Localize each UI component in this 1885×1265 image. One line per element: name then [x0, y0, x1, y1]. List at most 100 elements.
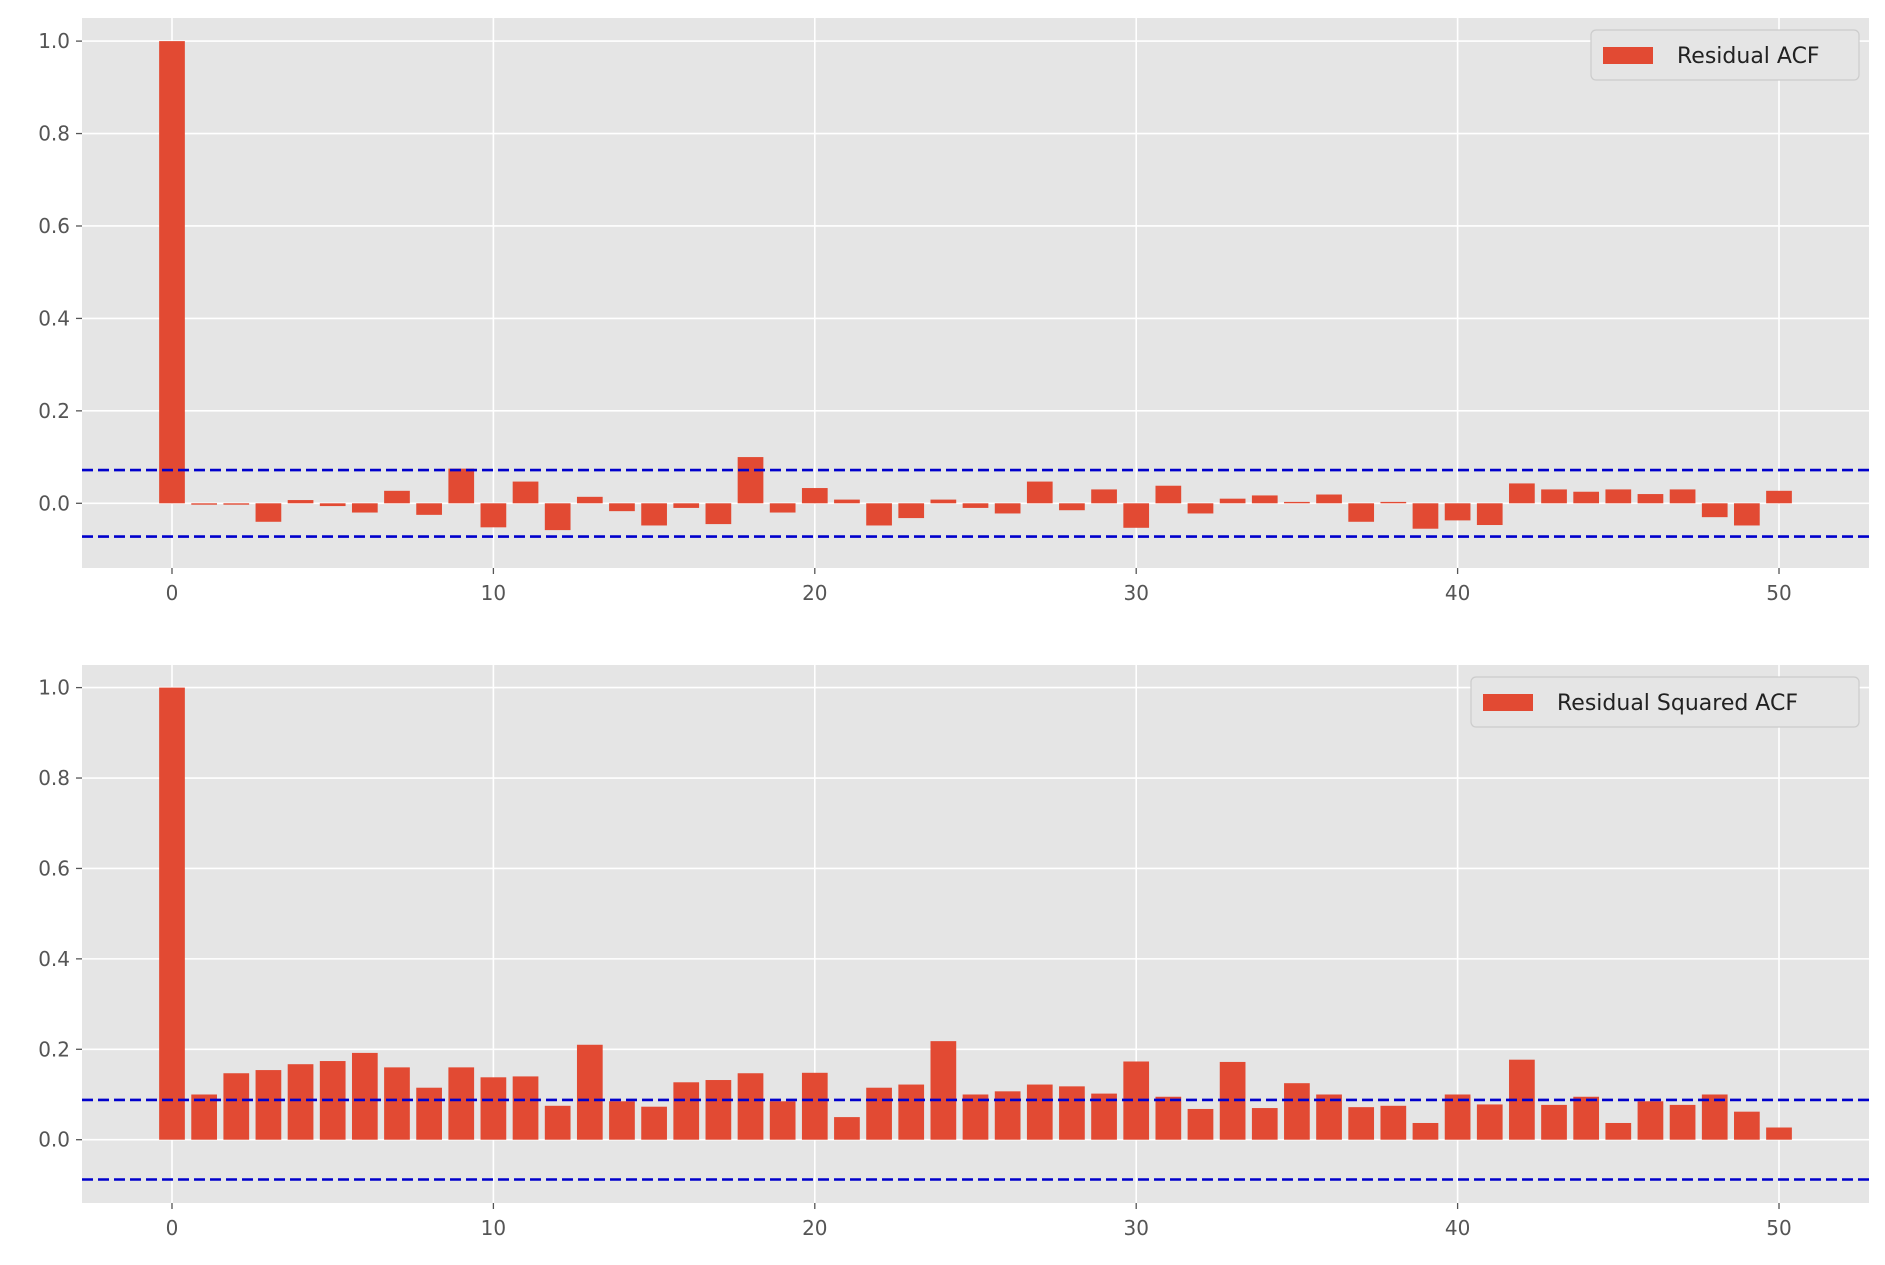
- residual-acf-chart: 0 10 20 30 40 50 0.0 0.2 0.4 0.6 0.8 1.0 Residual AC…: [38, 18, 1869, 605]
- chart-2-xtick-label-50: 50: [1766, 1216, 1791, 1240]
- chart-2-bar-lag-1: [191, 1094, 217, 1140]
- chart-1-bar-lag-4: [287, 500, 314, 504]
- chart-1-legend-swatch: [1603, 47, 1653, 64]
- chart-2-ytick-label-2: 0.4: [38, 947, 70, 971]
- chart-1-bar-lag-23: [898, 503, 925, 519]
- chart-1-xtick-label-0: 0: [166, 581, 179, 605]
- chart-1-legend: Residual ACF: [1590, 29, 1860, 81]
- chart-1-bar-lag-43: [1541, 489, 1567, 504]
- chart-2-legend-swatch: [1483, 694, 1533, 711]
- chart-1-bar-lag-8: [416, 503, 442, 515]
- chart-2-bar-lag-27: [1026, 1084, 1053, 1140]
- chart-1-bar-lag-11: [512, 481, 539, 504]
- chart-2-bar-lag-44: [1573, 1096, 1600, 1140]
- chart-1-ytick-label-0: 0.0: [38, 491, 70, 515]
- chart-1-bar-lag-44: [1573, 491, 1600, 504]
- chart-1-ytick-label-4: 0.8: [38, 122, 70, 146]
- chart-1-bar-lag-3: [255, 503, 282, 522]
- chart-1-plot-area: [82, 18, 1869, 568]
- chart-1-bar-lag-34: [1251, 495, 1278, 504]
- residual-squared-acf-chart: 0 10 20 30 40 50 0.0 0.2 0.4 0.6 0.8 1.0 Residual Sq…: [38, 665, 1869, 1240]
- chart-2-bar-lag-34: [1251, 1108, 1278, 1140]
- chart-1-ticks: 0 10 20 30 40 50 0.0 0.2 0.4 0.6 0.8 1.0: [38, 29, 1792, 605]
- chart-1-bar-lag-14: [609, 503, 635, 512]
- chart-2-bar-lag-43: [1541, 1104, 1567, 1140]
- chart-2-bar-lag-50: [1766, 1127, 1792, 1140]
- chart-1-bar-lag-29: [1091, 489, 1117, 504]
- chart-2-bar-lag-16: [673, 1082, 700, 1140]
- chart-2-bar-lag-48: [1701, 1094, 1728, 1140]
- chart-1-bar-lag-9: [448, 468, 475, 504]
- chart-1-legend-label: Residual ACF: [1677, 44, 1820, 69]
- chart-2-bar-lag-26: [994, 1091, 1021, 1140]
- chart-2-bar-lag-12: [544, 1105, 571, 1140]
- chart-1-bar-lag-20: [801, 488, 828, 504]
- chart-2-bar-lag-38: [1380, 1105, 1407, 1140]
- chart-2-xtick-label-10: 10: [481, 1216, 506, 1240]
- chart-1-ytick-label-5: 1.0: [38, 29, 70, 53]
- chart-1-bar-lag-37: [1348, 503, 1375, 522]
- chart-2-legend-box: [1470, 676, 1860, 728]
- chart-1-bar-lag-48: [1701, 503, 1728, 518]
- chart-2-xtick-label-20: 20: [802, 1216, 827, 1240]
- chart-1-bar-lag-35: [1284, 501, 1310, 504]
- chart-1-bar-lag-27: [1026, 481, 1053, 504]
- chart-1-ytick-label-1: 0.2: [38, 399, 70, 423]
- chart-1-bar-lag-6: [351, 503, 378, 513]
- chart-2-bar-lag-23: [898, 1084, 925, 1140]
- chart-1-bar-lag-47: [1669, 489, 1696, 504]
- chart-2-bar-lag-46: [1637, 1101, 1664, 1140]
- chart-1-bar-lag-33: [1219, 498, 1246, 504]
- chart-2-bar-lag-21: [834, 1117, 860, 1140]
- chart-1-bar-lag-0: [159, 41, 185, 504]
- chart-2-bar-lag-49: [1734, 1111, 1760, 1140]
- chart-2-bar-lag-37: [1348, 1107, 1375, 1140]
- chart-1-bar-lag-2: [223, 503, 250, 505]
- chart-1-bar-lag-38: [1380, 501, 1407, 504]
- chart-2-bar-lag-41: [1476, 1104, 1503, 1140]
- chart-1-bar-lag-13: [576, 496, 603, 504]
- chart-2-ytick-label-5: 1.0: [38, 676, 70, 700]
- chart-2-bar-lag-0: [159, 687, 185, 1140]
- chart-2-bar-lag-45: [1605, 1122, 1632, 1140]
- chart-1-legend-box: [1590, 29, 1860, 81]
- chart-1-bar-lag-24: [930, 499, 957, 504]
- chart-2-bar-lag-29: [1091, 1093, 1117, 1140]
- chart-1-bar-lag-30: [1123, 503, 1150, 528]
- chart-2-legend: Residual Squared ACF: [1470, 676, 1860, 728]
- chart-2-bar-lag-19: [769, 1101, 796, 1140]
- chart-1-bar-lag-32: [1187, 503, 1214, 514]
- chart-1-bar-lag-17: [705, 503, 732, 525]
- chart-1-bar-lag-1: [191, 503, 217, 505]
- chart-1-xtick-label-50: 50: [1766, 581, 1791, 605]
- chart-2-bar-lag-35: [1284, 1083, 1310, 1140]
- chart-1-bar-lag-15: [641, 503, 667, 526]
- chart-2-bar-lag-14: [609, 1101, 635, 1140]
- chart-1-bar-lag-12: [544, 503, 571, 531]
- chart-2-bar-lag-10: [480, 1077, 507, 1140]
- chart-2-bar-lag-40: [1444, 1094, 1471, 1140]
- chart-1-bar-lag-50: [1766, 490, 1792, 504]
- chart-1-bar-lag-46: [1637, 494, 1664, 504]
- chart-1-bar-lag-18: [737, 457, 764, 504]
- chart-1-xtick-label-30: 30: [1123, 581, 1148, 605]
- chart-1-bar-lag-21: [834, 499, 860, 504]
- chart-1-bar-lag-19: [769, 503, 796, 513]
- chart-2-bar-lag-32: [1187, 1108, 1214, 1140]
- chart-2-bar-lag-7: [384, 1067, 410, 1140]
- chart-1-bar-lag-22: [866, 503, 892, 526]
- chart-2-bar-lag-36: [1316, 1094, 1342, 1140]
- chart-1-xtick-label-10: 10: [481, 581, 506, 605]
- chart-1-grid: [82, 18, 1869, 568]
- chart-2-bar-lag-31: [1155, 1096, 1182, 1140]
- chart-1-ytick-label-2: 0.4: [38, 306, 70, 330]
- chart-1-bar-lag-45: [1605, 489, 1632, 504]
- chart-2-bar-lag-17: [705, 1080, 732, 1140]
- chart-2-bar-lag-15: [641, 1106, 667, 1140]
- chart-2-ytick-label-4: 0.8: [38, 766, 70, 790]
- chart-1-bar-lag-7: [384, 490, 410, 504]
- chart-2-bar-lag-13: [576, 1044, 603, 1140]
- chart-2-bar-lag-18: [737, 1073, 764, 1140]
- chart-2-legend-label: Residual Squared ACF: [1557, 691, 1798, 716]
- chart-2-bar-lag-2: [223, 1073, 250, 1140]
